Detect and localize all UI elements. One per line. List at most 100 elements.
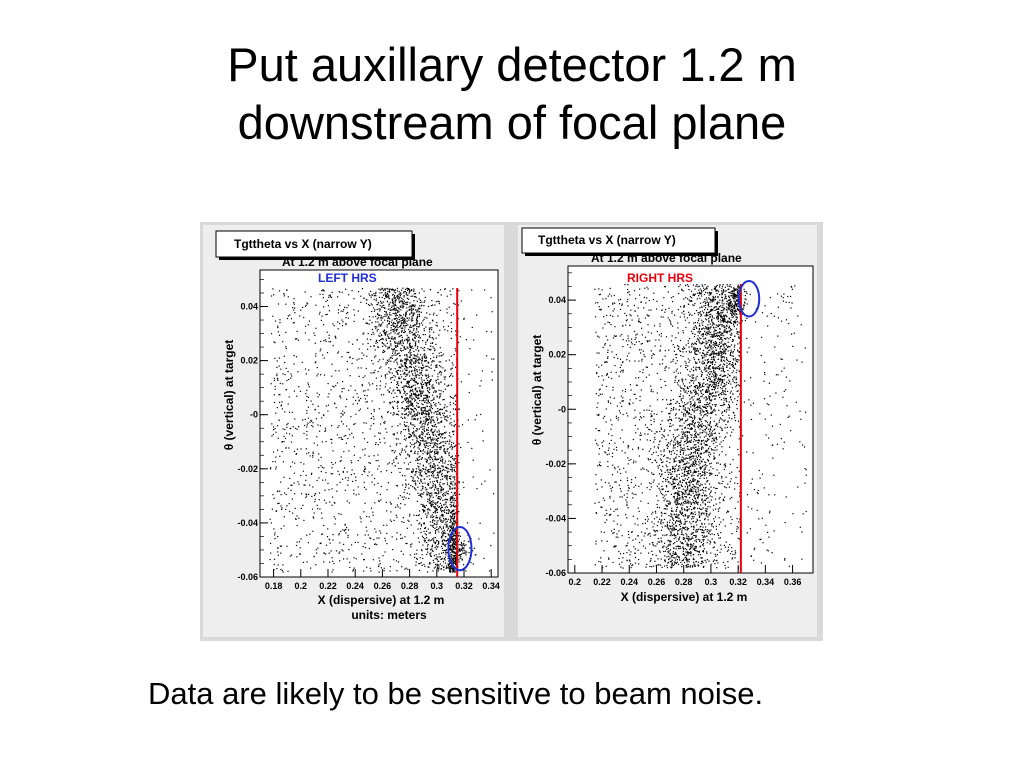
left-data-point (358, 358, 360, 360)
right-data-point (627, 284, 629, 286)
left-data-point (293, 302, 295, 304)
left-data-point (454, 571, 456, 573)
right-data-point (606, 314, 608, 317)
left-data-point (414, 367, 416, 370)
left-data-point (391, 463, 393, 465)
left-data-point (407, 402, 409, 404)
right-data-point (708, 318, 710, 320)
right-data-point (657, 558, 659, 560)
left-data-point (429, 288, 432, 291)
left-data-point (393, 408, 395, 410)
left-data-point (371, 304, 373, 306)
left-data-point (429, 418, 431, 420)
left-data-point (427, 469, 429, 471)
left-data-point (396, 413, 398, 415)
left-data-point (429, 334, 431, 336)
left-data-point (436, 452, 438, 454)
left-data-point (277, 437, 279, 439)
left-data-point (450, 337, 452, 340)
left-data-point (418, 362, 421, 364)
right-data-point (649, 565, 651, 568)
left-data-point (402, 303, 404, 305)
left-data-point (401, 386, 403, 388)
left-data-point (411, 416, 413, 418)
left-data-point (409, 355, 412, 357)
left-data-point (430, 367, 432, 369)
left-data-point (426, 453, 428, 455)
left-data-point (413, 432, 415, 434)
left-data-point (384, 420, 386, 423)
left-data-point (453, 519, 455, 521)
right-data-point (694, 389, 696, 391)
left-data-point (270, 333, 273, 335)
left-data-point (410, 397, 412, 399)
left-data-point (313, 442, 315, 444)
left-data-point (410, 408, 412, 410)
right-data-point (690, 300, 692, 302)
left-data-point (445, 503, 447, 505)
left-data-point (372, 363, 374, 365)
right-data-point (596, 364, 598, 366)
left-data-point (272, 461, 274, 463)
left-data-point (451, 496, 453, 498)
left-data-point (420, 478, 422, 480)
left-data-point (431, 447, 433, 449)
left-data-point (440, 488, 442, 490)
left-data-point (431, 465, 433, 467)
right-data-point (615, 508, 617, 511)
right-data-point (710, 341, 712, 343)
left-data-point (458, 493, 460, 495)
left-data-point (403, 305, 405, 307)
right-data-point (629, 346, 631, 348)
right-data-point (677, 428, 679, 430)
right-data-point (646, 439, 648, 441)
left-data-point (445, 550, 447, 552)
right-data-point (681, 419, 683, 421)
right-data-point (728, 409, 730, 411)
right-data-point (663, 435, 665, 437)
left-data-point (383, 288, 385, 290)
left-data-point (442, 462, 444, 464)
left-data-point (432, 485, 434, 487)
left-data-point (448, 435, 450, 437)
right-data-point (689, 465, 691, 467)
left-data-point (422, 511, 425, 513)
left-data-point (417, 359, 419, 361)
left-data-point (279, 319, 281, 321)
left-data-point (382, 351, 384, 353)
left-data-point (390, 332, 392, 334)
right-data-point (627, 484, 629, 487)
left-data-point (431, 424, 433, 427)
left-data-point (420, 377, 422, 379)
left-data-point (441, 355, 443, 357)
left-data-point (405, 338, 407, 340)
right-data-point (637, 315, 639, 317)
left-data-point (405, 311, 407, 313)
left-data-point (325, 314, 327, 316)
left-data-point (441, 552, 443, 554)
left-data-point (429, 409, 431, 411)
left-data-point (448, 452, 450, 454)
left-data-point (429, 349, 431, 351)
left-data-point (403, 378, 405, 380)
left-data-point (433, 430, 435, 432)
left-data-point (323, 524, 325, 527)
left-data-point (426, 442, 428, 444)
left-data-point (347, 534, 349, 536)
left-data-point (443, 529, 445, 532)
left-data-point (421, 387, 423, 389)
left-data-point (427, 402, 429, 404)
left-data-point (415, 394, 417, 396)
left-data-point (431, 472, 434, 475)
left-data-point (348, 502, 350, 504)
left-data-point (443, 451, 445, 453)
left-data-point (300, 448, 302, 450)
left-data-point (291, 435, 293, 437)
right-data-point (648, 459, 650, 461)
left-data-point (353, 446, 355, 448)
left-data-point (416, 413, 418, 415)
left-data-point (433, 567, 435, 569)
left-data-point (363, 486, 365, 489)
left-data-point (367, 441, 369, 443)
left-data-point (408, 437, 410, 439)
